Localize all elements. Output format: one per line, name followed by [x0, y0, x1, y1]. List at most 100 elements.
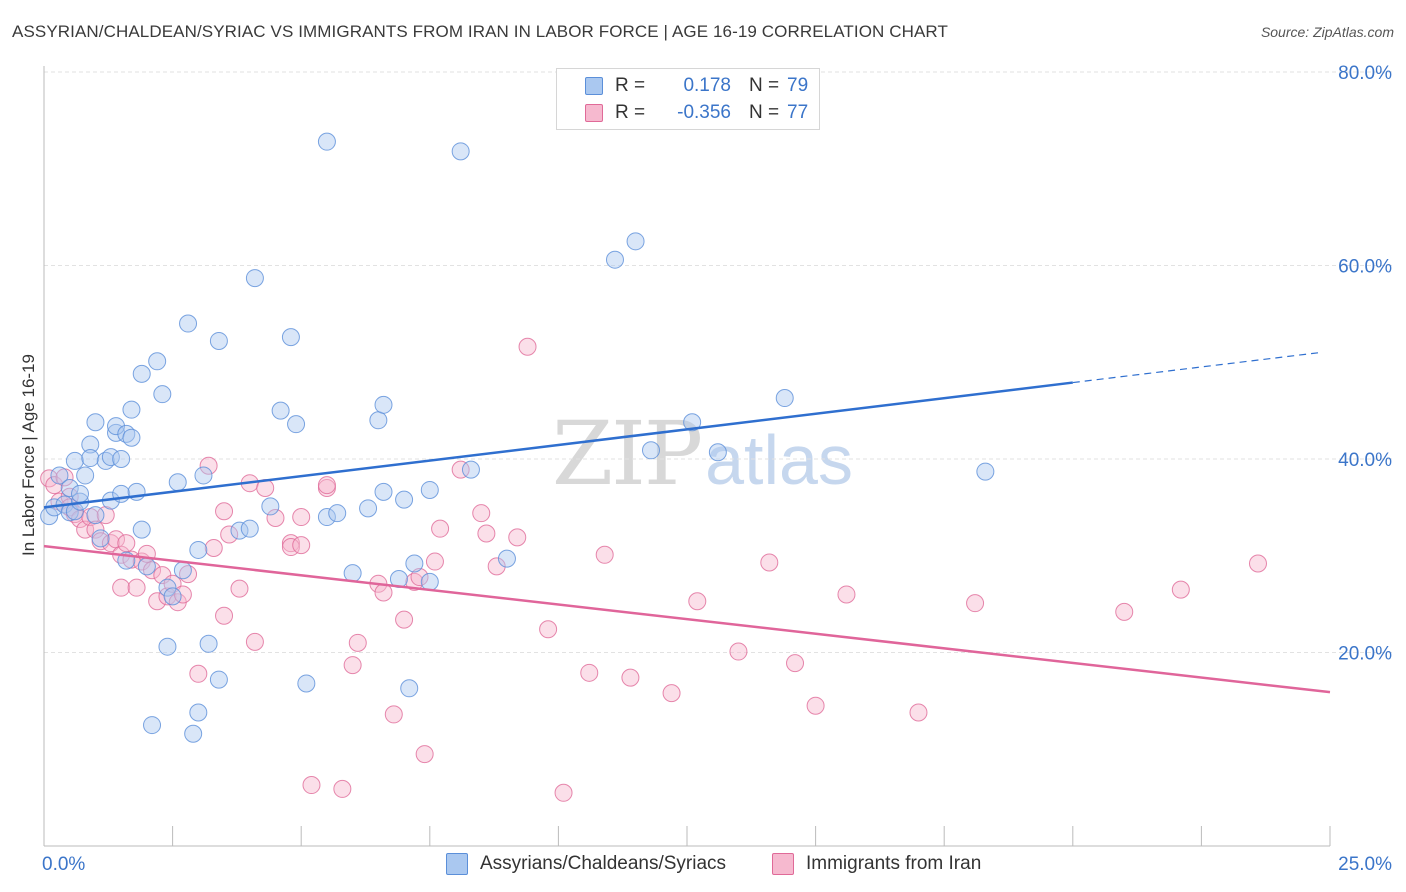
- point-immigrants-iran: [806, 696, 825, 715]
- point-assyrians: [173, 561, 192, 580]
- point-assyrians: [132, 364, 151, 383]
- point-assyrians: [163, 587, 182, 606]
- point-immigrants-iran: [86, 520, 105, 539]
- point-assyrians: [395, 490, 414, 509]
- point-immigrants-iran: [487, 557, 506, 576]
- legend-swatch-pink: [772, 853, 794, 875]
- legend-r-value: -0.356: [677, 102, 731, 123]
- point-immigrants-iran: [317, 476, 336, 495]
- chart-source: Source: ZipAtlas.com: [1260, 24, 1394, 40]
- point-immigrants-iran: [215, 606, 234, 625]
- point-assyrians: [65, 451, 84, 470]
- point-assyrians: [976, 462, 995, 481]
- point-immigrants-iran: [127, 578, 146, 597]
- point-immigrants-iran: [45, 476, 64, 495]
- legend-r-value: 0.178: [683, 75, 731, 96]
- legend-item-iran: Immigrants from Iran: [772, 852, 981, 876]
- point-immigrants-iran: [266, 509, 285, 528]
- point-assyrians: [209, 670, 228, 689]
- point-assyrians: [497, 549, 516, 568]
- point-assyrians: [343, 564, 362, 583]
- point-assyrians: [240, 519, 259, 538]
- point-assyrians: [626, 232, 645, 251]
- point-immigrants-iran: [112, 578, 131, 597]
- point-immigrants-iran: [215, 502, 234, 521]
- legend-n-value: 77: [787, 102, 809, 123]
- y-axis-label: In Labor Force | Age 16-19: [19, 354, 38, 556]
- y-tick-label: 80.0%: [1338, 63, 1392, 84]
- point-assyrians: [287, 415, 306, 434]
- point-assyrians: [369, 411, 388, 430]
- point-immigrants-iran: [302, 776, 321, 795]
- point-immigrants-iran: [333, 779, 352, 798]
- point-assyrians: [179, 314, 198, 333]
- point-immigrants-iran: [230, 579, 249, 598]
- point-assyrians: [400, 679, 419, 698]
- point-immigrants-iran: [415, 745, 434, 764]
- point-assyrians: [143, 716, 162, 735]
- point-assyrians: [112, 450, 131, 468]
- point-assyrians: [209, 331, 228, 350]
- point-assyrians: [86, 506, 105, 525]
- legend-row-pink: R = -0.356 N = 77: [585, 102, 808, 124]
- point-immigrants-iran: [96, 506, 115, 525]
- point-immigrants-iran: [431, 519, 450, 538]
- point-assyrians: [158, 578, 177, 597]
- point-assyrians: [86, 413, 105, 432]
- point-assyrians: [317, 508, 336, 527]
- point-assyrians: [451, 142, 470, 161]
- point-assyrians: [168, 473, 187, 492]
- legend-r-label: R =: [615, 75, 646, 96]
- point-assyrians: [281, 328, 300, 347]
- point-immigrants-iran: [729, 642, 748, 661]
- point-assyrians: [194, 466, 213, 485]
- legend-swatch-blue: [585, 77, 603, 95]
- point-immigrants-iran: [518, 337, 537, 356]
- point-assyrians: [420, 480, 439, 499]
- legend-row-blue: R = 0.178 N = 79: [585, 75, 808, 97]
- point-assyrians: [189, 703, 208, 722]
- legend-label-iran: Immigrants from Iran: [806, 853, 982, 874]
- point-assyrians: [683, 413, 702, 432]
- point-immigrants-iran: [539, 620, 558, 639]
- point-assyrians: [261, 497, 280, 516]
- point-immigrants-iran: [837, 585, 856, 604]
- x-tick-label: 0.0%: [42, 854, 85, 875]
- point-immigrants-iran: [395, 610, 414, 629]
- point-assyrians: [271, 401, 290, 420]
- point-immigrants-iran: [292, 536, 311, 555]
- data-points: [40, 132, 1267, 802]
- legend-item-assyrians: Assyrians/Chaldeans/Syriacs: [446, 852, 726, 876]
- trend-line-assyrians: [43, 381, 1073, 509]
- point-assyrians: [641, 441, 660, 460]
- point-assyrians: [91, 529, 110, 548]
- point-assyrians: [184, 724, 203, 743]
- point-assyrians: [359, 499, 378, 518]
- point-immigrants-iran: [451, 460, 470, 479]
- point-assyrians: [420, 572, 439, 591]
- y-tick-label: 60.0%: [1338, 257, 1392, 278]
- point-assyrians: [81, 435, 100, 454]
- point-assyrians: [132, 520, 151, 539]
- y-tick-label: 20.0%: [1338, 644, 1392, 665]
- point-assyrians: [122, 428, 141, 447]
- point-immigrants-iran: [760, 553, 779, 572]
- point-immigrants-iran: [580, 663, 599, 682]
- point-assyrians: [245, 269, 264, 288]
- point-immigrants-iran: [348, 633, 367, 652]
- point-immigrants-iran: [472, 504, 491, 523]
- point-immigrants-iran: [199, 456, 218, 475]
- point-assyrians: [199, 634, 218, 653]
- point-immigrants-iran: [554, 783, 573, 802]
- trend-lines: [43, 351, 1331, 694]
- point-assyrians: [775, 389, 794, 408]
- point-immigrants-iran: [425, 552, 444, 571]
- legend-n-label: N =: [749, 75, 780, 96]
- point-immigrants-iran: [909, 703, 928, 722]
- legend-label-assyrians: Assyrians/Chaldeans/Syriacs: [480, 853, 727, 874]
- grid-lines: [44, 71, 1392, 653]
- point-immigrants-iran: [1115, 602, 1134, 621]
- point-assyrians: [60, 479, 79, 498]
- trend-line-immigrants-iran: [43, 544, 1331, 694]
